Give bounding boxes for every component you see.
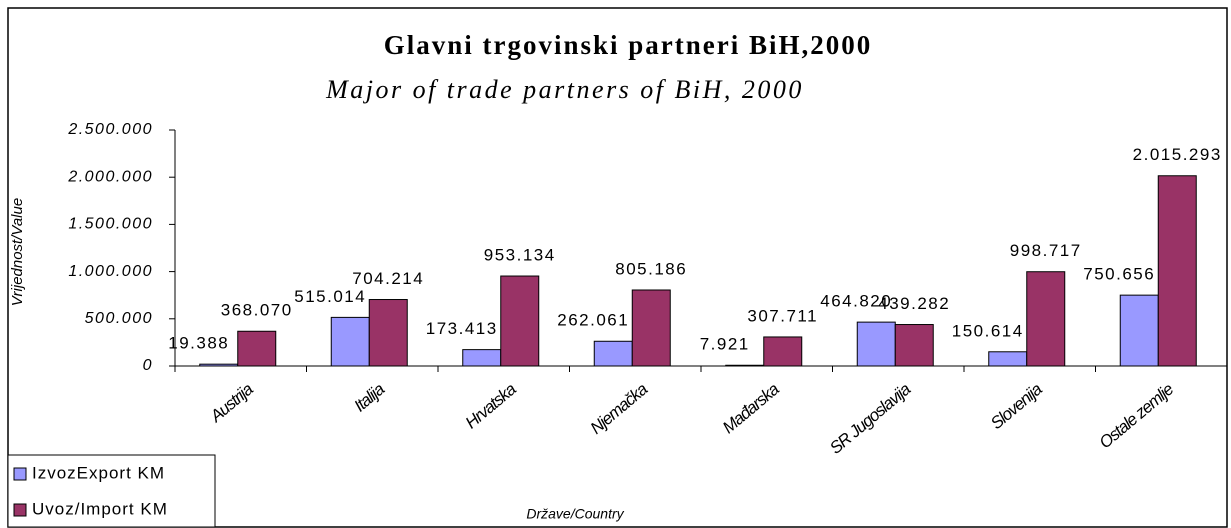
value-label: 704.214 <box>352 269 424 288</box>
x-axis-label: Države/Country <box>526 506 624 522</box>
legend-label: IzvozExport KM <box>32 463 165 482</box>
bar <box>368 299 408 367</box>
y-tick-label: 2.000.000 <box>67 168 153 185</box>
bar <box>462 349 502 367</box>
y-tick-label: 1.000.000 <box>68 263 153 280</box>
value-label: 805.186 <box>615 259 687 278</box>
bar <box>631 289 671 367</box>
value-label: 439.282 <box>878 294 950 313</box>
value-label: 953.134 <box>484 246 556 265</box>
value-label: 307.711 <box>747 306 818 325</box>
bar <box>1026 271 1066 367</box>
legend-label: Uvoz/Import KM <box>32 499 168 518</box>
bar <box>593 340 633 367</box>
y-tick-label: 1.500.000 <box>68 216 153 233</box>
bar <box>1157 175 1197 367</box>
y-axis-label: Vrijednost/Value <box>9 198 26 306</box>
legend-swatch <box>13 503 27 517</box>
value-label: 368.070 <box>221 301 293 320</box>
chart-subtitle: Major of trade partners of BiH, 2000 <box>325 75 804 104</box>
value-label: 2.015.293 <box>1133 145 1222 164</box>
value-label: 173.413 <box>426 319 498 338</box>
bar <box>199 363 239 367</box>
value-label: 464.820 <box>820 292 892 311</box>
chart-title: Glavni trgovinski partneri BiH,2000 <box>384 30 873 60</box>
y-tick-label: 500.000 <box>85 310 153 327</box>
value-label: 150.614 <box>952 321 1024 340</box>
bar <box>1119 294 1159 367</box>
bar <box>988 351 1028 367</box>
bar <box>856 321 896 367</box>
y-tick-label: 0 <box>143 357 153 374</box>
bar <box>725 364 765 367</box>
y-tick-label: 2.500.000 <box>67 121 153 138</box>
legend-swatch <box>13 467 27 481</box>
bar <box>763 336 803 367</box>
bar <box>500 275 540 367</box>
value-label: 262.061 <box>557 311 629 330</box>
value-label: 750.656 <box>1083 265 1155 284</box>
value-label: 515.014 <box>294 287 366 306</box>
bar <box>330 316 370 367</box>
bar <box>237 330 277 367</box>
value-label: 7.921 <box>700 335 750 354</box>
value-label: 19.388 <box>168 334 229 353</box>
chart-frame <box>7 7 1228 528</box>
legend <box>7 454 216 528</box>
bar <box>894 324 934 367</box>
value-label: 998.717 <box>1010 241 1082 260</box>
